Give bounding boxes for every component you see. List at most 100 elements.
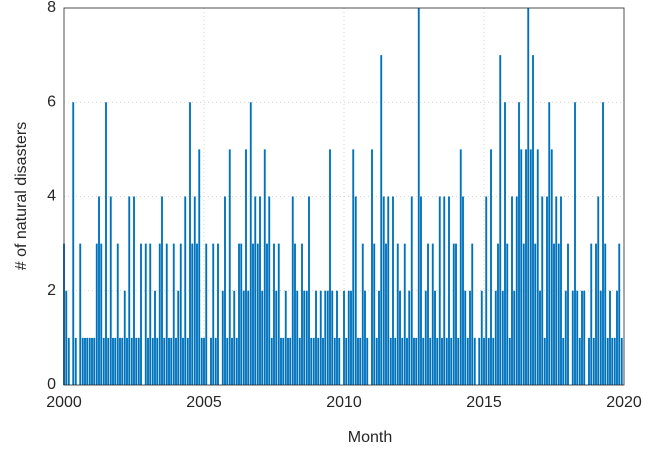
bar xyxy=(375,337,378,385)
bar xyxy=(406,337,408,385)
bar xyxy=(81,337,84,385)
bar xyxy=(326,290,329,385)
bar xyxy=(88,337,91,385)
bar xyxy=(282,337,285,385)
bar xyxy=(72,102,75,385)
bar xyxy=(296,290,299,385)
bar xyxy=(217,243,219,385)
bar xyxy=(616,290,618,385)
bar xyxy=(298,337,301,385)
bar xyxy=(333,337,336,385)
bar xyxy=(543,337,546,385)
bar xyxy=(170,337,173,385)
bar xyxy=(354,196,357,385)
bar xyxy=(392,196,394,385)
bar xyxy=(422,337,425,385)
bar xyxy=(560,196,562,385)
bar xyxy=(457,337,460,385)
bar xyxy=(403,243,406,385)
bar xyxy=(553,243,555,385)
bar xyxy=(602,102,604,385)
bar xyxy=(305,290,308,385)
bar xyxy=(415,337,418,385)
bar xyxy=(123,290,126,385)
bar xyxy=(200,337,203,385)
bar xyxy=(308,196,310,385)
bar xyxy=(385,243,387,385)
bar xyxy=(396,243,399,385)
bar xyxy=(485,196,488,385)
bar xyxy=(548,102,551,385)
x-axis-label: Month xyxy=(348,429,392,446)
bar xyxy=(588,337,590,385)
bar xyxy=(595,243,597,385)
bar xyxy=(275,290,278,385)
bar xyxy=(620,337,623,385)
bar xyxy=(389,337,392,385)
bar xyxy=(513,290,516,385)
bar xyxy=(508,337,511,385)
bar xyxy=(329,149,331,385)
bar xyxy=(116,243,119,385)
bar xyxy=(98,196,100,385)
bar xyxy=(156,337,159,385)
bar xyxy=(212,243,215,385)
bar xyxy=(613,337,616,385)
x-tick-label: 2020 xyxy=(606,394,642,411)
bar xyxy=(233,290,236,385)
bar xyxy=(100,243,103,385)
bar xyxy=(119,337,121,385)
bar xyxy=(177,290,180,385)
bar xyxy=(504,102,506,385)
bar xyxy=(541,196,544,385)
bar xyxy=(483,337,485,385)
bar xyxy=(459,149,462,385)
bar xyxy=(303,290,306,385)
bar xyxy=(464,290,467,385)
bar xyxy=(310,337,313,385)
bar xyxy=(427,243,429,385)
bar xyxy=(434,290,436,385)
bar xyxy=(401,337,404,385)
bar xyxy=(581,290,583,385)
bar xyxy=(144,243,147,385)
bar xyxy=(352,149,355,385)
bar xyxy=(140,243,142,385)
bar xyxy=(443,196,446,385)
bar xyxy=(592,337,595,385)
bar xyxy=(179,243,182,385)
bar xyxy=(424,290,427,385)
bar xyxy=(609,290,611,385)
bar xyxy=(469,290,471,385)
bar xyxy=(105,102,107,385)
bar xyxy=(618,243,621,385)
bar xyxy=(235,337,238,385)
bar xyxy=(487,337,490,385)
bar xyxy=(604,243,607,385)
bar xyxy=(525,149,527,385)
bar xyxy=(466,337,469,385)
bar xyxy=(319,290,322,385)
bar xyxy=(121,337,124,385)
bar xyxy=(221,290,224,385)
bar xyxy=(534,243,537,385)
bar xyxy=(532,55,534,385)
bar xyxy=(550,149,553,385)
bar xyxy=(128,196,131,385)
bar xyxy=(529,149,532,385)
bar xyxy=(480,290,483,385)
bar xyxy=(259,196,261,385)
bar xyxy=(79,243,82,385)
bar xyxy=(228,149,231,385)
bar xyxy=(571,290,574,385)
bar xyxy=(324,290,327,385)
bar xyxy=(494,290,497,385)
bar xyxy=(231,337,233,385)
bar xyxy=(539,290,541,385)
bar xyxy=(438,196,441,385)
bar xyxy=(536,149,539,385)
bar xyxy=(86,337,89,385)
bar xyxy=(338,337,341,385)
bar xyxy=(114,337,117,385)
